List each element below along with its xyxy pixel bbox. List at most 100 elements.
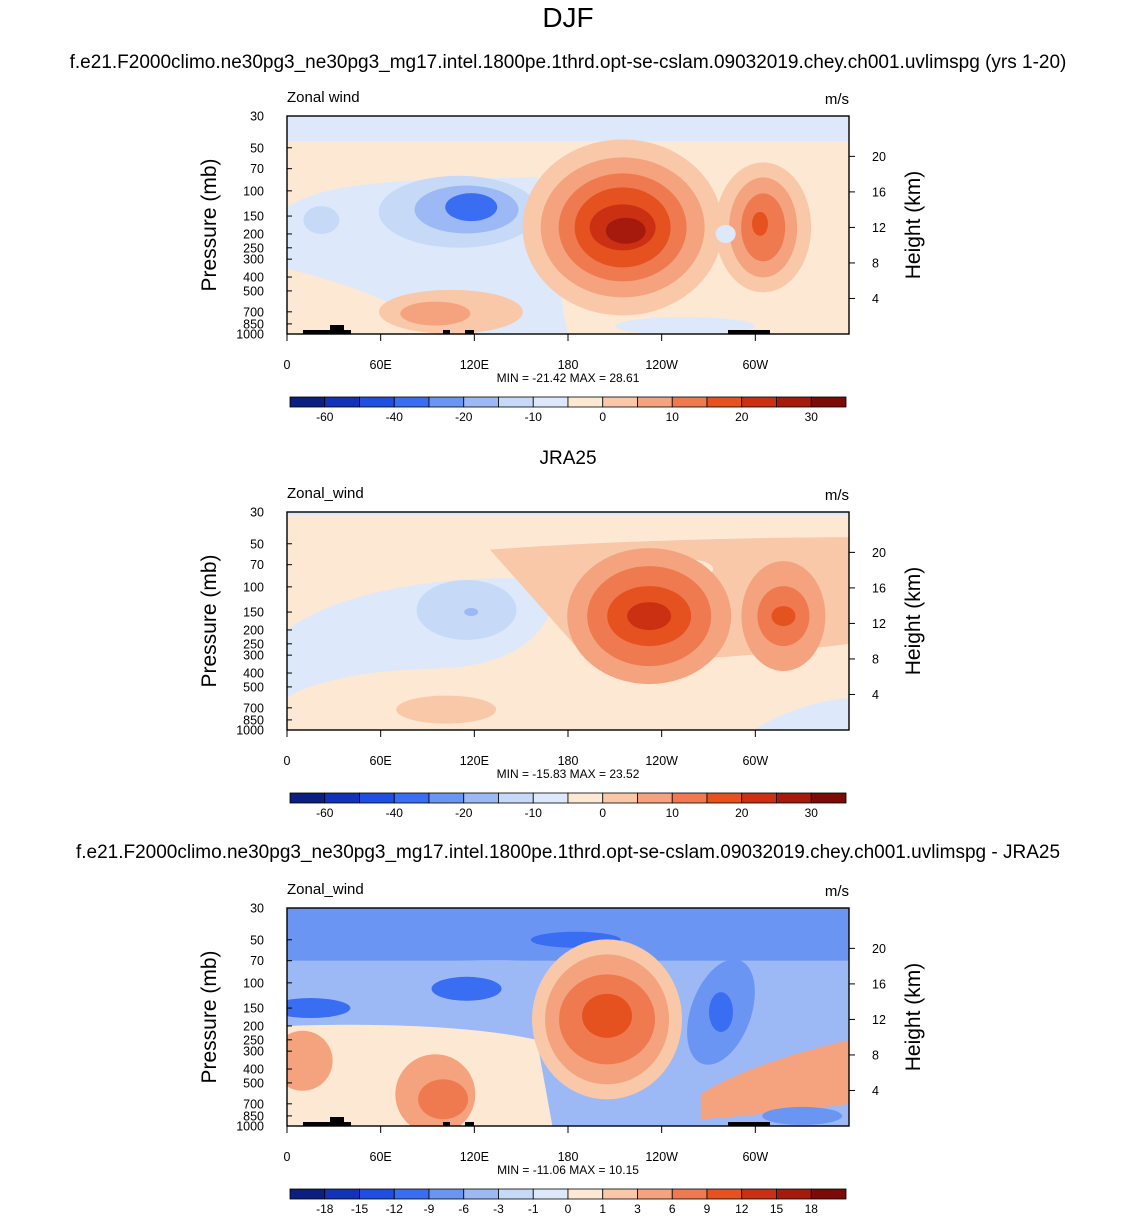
negative-patch-low-east bbox=[762, 1106, 843, 1125]
topography-andes bbox=[728, 330, 770, 334]
colorbar-box bbox=[498, 1188, 534, 1200]
colorbar-label: -3 bbox=[493, 1202, 504, 1216]
panel-3: Zonal_wind m/s305070100150200250300400500… bbox=[198, 881, 925, 1216]
height-tick-label: 4 bbox=[872, 688, 879, 702]
pacific-jet-core bbox=[605, 217, 646, 244]
pressure-tick-label: 50 bbox=[250, 933, 264, 947]
colorbar: -60 -40 -20 -10 0 10 20 30 bbox=[289, 792, 847, 820]
colorbar-box bbox=[532, 1188, 569, 1200]
positive-core bbox=[582, 993, 633, 1038]
min-max-stats: MIN = -11.06 MAX = 10.15 bbox=[497, 1163, 639, 1177]
colorbar-box bbox=[289, 1188, 326, 1200]
variable-label: Zonal_wind bbox=[287, 881, 364, 898]
contour-field bbox=[287, 512, 849, 730]
colorbar-label: 6 bbox=[669, 1202, 676, 1216]
colorbar-box bbox=[532, 396, 569, 408]
colorbar-label: 15 bbox=[770, 1202, 784, 1216]
colorbar-box bbox=[776, 396, 812, 408]
colorbar-box bbox=[602, 396, 638, 408]
height-axis-label: Height (km) bbox=[902, 171, 925, 280]
pressure-tick-label: 250 bbox=[243, 637, 264, 651]
pressure-tick-label: 1000 bbox=[236, 328, 264, 342]
easterly-patch-west bbox=[303, 206, 340, 235]
height-tick-label: 12 bbox=[872, 1013, 886, 1027]
colorbar-box bbox=[810, 792, 847, 804]
colorbar-box bbox=[393, 396, 430, 408]
colorbar-box bbox=[706, 1188, 743, 1200]
panel-title-reanalysis: JRA25 bbox=[539, 448, 597, 469]
pressure-tick-label: 150 bbox=[243, 1002, 264, 1016]
low-level-westerly-core bbox=[400, 301, 471, 326]
pressure-tick-label: 250 bbox=[243, 1033, 264, 1047]
topography-maritime bbox=[465, 330, 474, 334]
negative-patch-120e bbox=[431, 976, 502, 1001]
colorbar-box bbox=[463, 1188, 499, 1200]
height-tick-label: 16 bbox=[872, 185, 886, 199]
contour-field bbox=[287, 116, 849, 334]
low-level-easterly-east bbox=[755, 698, 849, 730]
colorbar-box bbox=[393, 1188, 430, 1200]
topography-andes bbox=[728, 1122, 770, 1126]
pressure-tick-label: 30 bbox=[250, 506, 264, 520]
colorbar-box bbox=[393, 792, 430, 804]
atlantic-jet-core bbox=[771, 606, 796, 627]
colorbar-box bbox=[706, 396, 743, 408]
colorbar-box bbox=[637, 792, 673, 804]
colorbar-label: 0 bbox=[599, 410, 606, 424]
longitude-tick-label: 0 bbox=[284, 1150, 291, 1164]
colorbar-label: 0 bbox=[565, 1202, 572, 1216]
pressure-tick-label: 400 bbox=[243, 271, 264, 285]
colorbar-label: -20 bbox=[455, 410, 473, 424]
easterly-core bbox=[464, 608, 479, 617]
pressure-tick-label: 100 bbox=[243, 184, 264, 198]
pressure-axis-label: Pressure (mb) bbox=[198, 158, 221, 291]
figure-title: DJF bbox=[542, 2, 594, 33]
positive-core-indian bbox=[418, 1079, 469, 1120]
colorbar-box bbox=[428, 1188, 465, 1200]
positive-patch-west bbox=[287, 1030, 333, 1091]
topography-africa-peak bbox=[330, 325, 344, 334]
height-tick-label: 20 bbox=[872, 942, 886, 956]
colorbar-label: -20 bbox=[455, 806, 473, 820]
pressure-tick-label: 850 bbox=[243, 1109, 264, 1123]
low-level-westerly-patch bbox=[396, 695, 497, 724]
pressure-tick-label: 100 bbox=[243, 976, 264, 990]
colorbar-box bbox=[671, 396, 708, 408]
longitude-tick-label: 0 bbox=[284, 358, 291, 372]
colorbar-label: 3 bbox=[634, 1202, 641, 1216]
colorbar: -18 -15 -12 -9 -6 -3 -1 0 1 3 6 9 12 15 18 bbox=[289, 1188, 847, 1216]
pressure-tick-label: 1000 bbox=[236, 1120, 264, 1134]
pacific-jet-core bbox=[627, 602, 672, 631]
colorbar-box bbox=[741, 396, 777, 408]
colorbar-label: -40 bbox=[386, 806, 404, 820]
units-label: m/s bbox=[825, 883, 849, 900]
colorbar-box bbox=[602, 1188, 638, 1200]
stratospheric-easterly-band bbox=[287, 512, 849, 515]
longitude-tick-label: 60W bbox=[742, 358, 768, 372]
colorbar-label: 10 bbox=[666, 410, 680, 424]
longitude-tick-label: 120W bbox=[645, 1150, 678, 1164]
colorbar-box bbox=[567, 792, 604, 804]
pressure-tick-label: 200 bbox=[243, 623, 264, 637]
colorbar-box bbox=[324, 396, 360, 408]
topography-tibet bbox=[443, 1122, 450, 1126]
longitude-tick-label: 60W bbox=[742, 754, 768, 768]
colorbar-box bbox=[810, 1188, 847, 1200]
colorbar-box bbox=[602, 792, 638, 804]
colorbar-label: 30 bbox=[805, 806, 819, 820]
colorbar-box bbox=[289, 792, 326, 804]
colorbar-box bbox=[359, 396, 395, 408]
pressure-tick-label: 70 bbox=[250, 954, 264, 968]
colorbar-box bbox=[289, 396, 326, 408]
pressure-tick-label: 500 bbox=[243, 284, 264, 298]
colorbar-label: 20 bbox=[735, 410, 749, 424]
pressure-tick-label: 30 bbox=[250, 110, 264, 124]
height-tick-label: 8 bbox=[872, 256, 879, 270]
colorbar-label: 9 bbox=[704, 1202, 711, 1216]
colorbar: -60 -40 -20 -10 0 10 20 30 bbox=[289, 396, 847, 424]
contour-field bbox=[287, 908, 849, 1126]
longitude-tick-label: 120W bbox=[645, 754, 678, 768]
colorbar-box bbox=[637, 396, 673, 408]
colorbar-box bbox=[706, 792, 743, 804]
easterly-gap bbox=[715, 224, 736, 243]
